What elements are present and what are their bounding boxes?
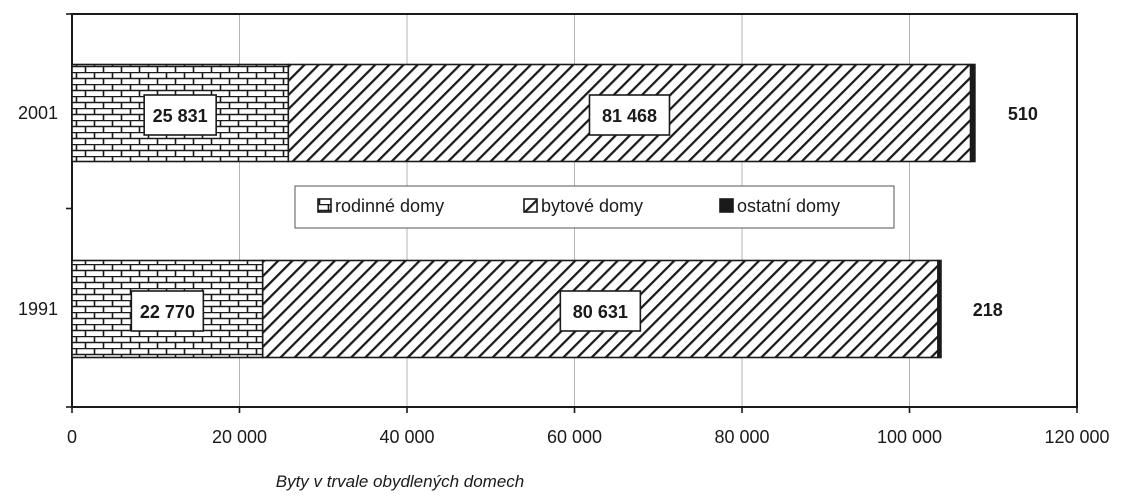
x-axis-title: Byty v trvale obydlených domech [276, 472, 525, 491]
x-tick-label: 60 000 [547, 427, 602, 447]
axis-ticks: 2001 1991 0 20 000 40 000 60 000 80 000 100 000… [18, 13, 1110, 447]
data-label-box [130, 290, 205, 332]
x-tick-label: 0 [67, 427, 77, 447]
x-tick-label: 80 000 [714, 427, 769, 447]
data-label: 80 631 [573, 302, 628, 322]
legend-label: rodinné domy [335, 196, 444, 216]
data-label-box [559, 290, 642, 332]
data-label: 510 [1008, 104, 1038, 124]
legend-swatch [719, 198, 734, 213]
x-tick-label: 20 000 [212, 427, 267, 447]
data-labels: 25 831 81 468 510 22 770 80 631 218 [130, 94, 1038, 332]
bar-segment [969, 63, 976, 163]
x-tick-label: 100 000 [877, 427, 942, 447]
legend-box [294, 185, 895, 229]
data-label: 81 468 [602, 106, 657, 126]
y-tick-label: 1991 [18, 299, 58, 319]
y-tick-label: 2001 [18, 103, 58, 123]
legend-label: bytové domy [541, 196, 643, 216]
legend: rodinné domy bytové domy ostatní domy [294, 185, 895, 229]
x-tick-label: 40 000 [379, 427, 434, 447]
bars [71, 63, 976, 359]
bar-segment [937, 259, 942, 359]
data-label: 218 [973, 300, 1003, 320]
data-label-box [143, 94, 217, 136]
x-tick-label: 120 000 [1044, 427, 1109, 447]
data-label-box [588, 94, 671, 136]
legend-label: ostatní domy [737, 196, 840, 216]
data-label: 22 770 [140, 302, 195, 322]
data-label: 25 831 [153, 106, 208, 126]
legend-swatch [317, 198, 332, 213]
legend-swatch [523, 198, 538, 213]
